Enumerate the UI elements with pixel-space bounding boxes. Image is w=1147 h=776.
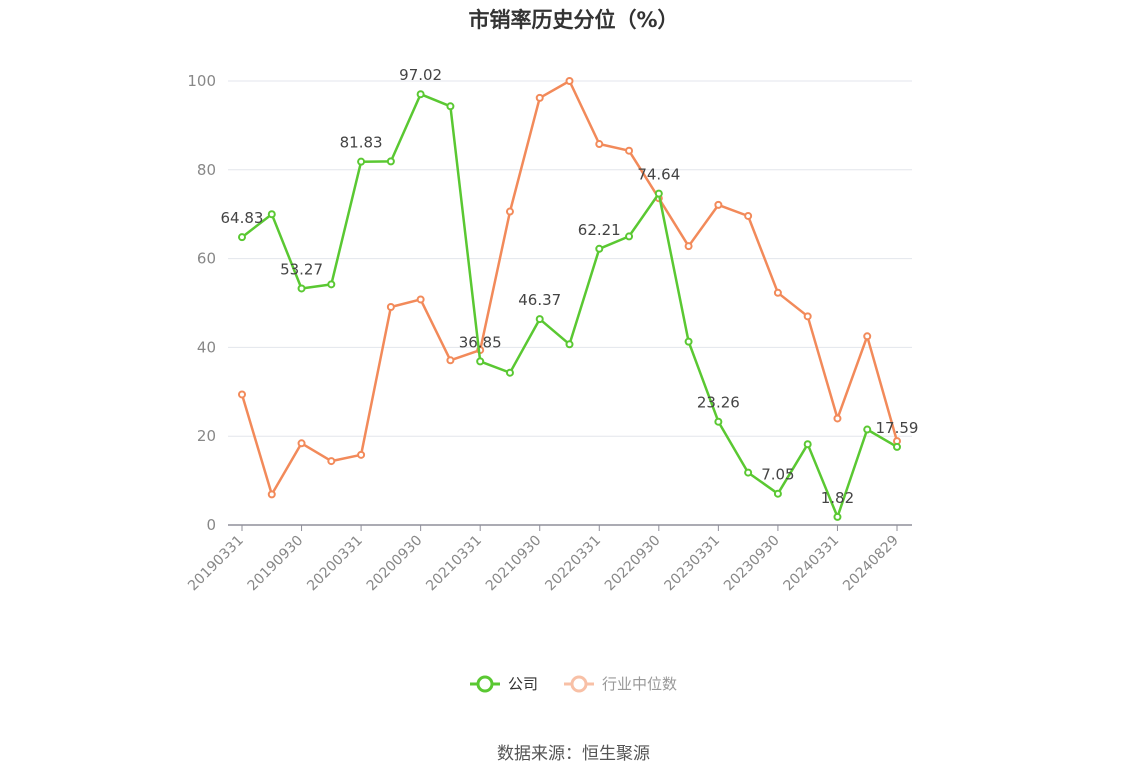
axes: 0 20 40 60 80 100 2019033120190930202003312020…: [185, 72, 912, 594]
data-point-company: [863, 425, 872, 434]
data-point-industry: [863, 332, 872, 341]
legend: 公司 行业中位数: [0, 673, 1147, 694]
data-point-company: [327, 280, 336, 289]
y-tick-label: 80: [197, 161, 216, 179]
data-point-industry: [773, 288, 782, 297]
data-point-industry: [714, 200, 723, 209]
data-point-industry: [386, 302, 395, 311]
legend-industry-marker-icon: [564, 675, 594, 692]
data-point-industry: [357, 450, 366, 459]
data-label: 36.85: [459, 333, 502, 351]
data-point-company: [625, 232, 634, 241]
data-label: 17.59: [876, 419, 919, 437]
data-label: 23.26: [697, 394, 740, 412]
data-point-company: [446, 102, 455, 111]
x-tick-label: 20200930: [364, 533, 426, 595]
data-label: 1.82: [821, 489, 854, 507]
data-point-industry: [238, 390, 246, 399]
y-tick-label: 0: [206, 516, 216, 534]
series: [238, 77, 901, 521]
y-tick-label: 20: [197, 427, 216, 445]
x-tick-label: 20240829: [840, 533, 902, 595]
legend-company-label: 公司: [507, 675, 538, 693]
x-tick-label: 20210331: [423, 533, 485, 595]
data-labels: 64.83 53.27 81.83 97.02 36.85 46.37 62.21 74.64…: [221, 66, 919, 507]
x-tick-label: 20210930: [483, 533, 545, 595]
legend-industry-label: 行业中位数: [602, 675, 678, 693]
chart-title: 市销率历史分位（%）: [468, 8, 679, 32]
data-label: 74.64: [637, 166, 680, 184]
legend-company-marker-icon: [469, 675, 500, 692]
source-note: 数据来源：恒生聚源: [497, 744, 650, 764]
x-tick-label: 20220331: [542, 533, 604, 595]
data-point-industry: [684, 242, 693, 251]
data-label: 53.27: [280, 260, 323, 278]
data-point-company: [505, 368, 514, 377]
y-tick-label: 60: [197, 250, 216, 268]
data-point-company: [833, 512, 842, 521]
data-point-company: [744, 468, 753, 477]
data-point-industry: [595, 140, 604, 149]
data-point-company: [476, 357, 485, 366]
data-point-industry: [267, 490, 276, 499]
data-point-industry: [744, 211, 753, 220]
x-tick-label: 20230331: [661, 533, 723, 595]
x-tick-label: 20190331: [185, 533, 247, 595]
data-point-company: [595, 244, 604, 253]
data-point-company: [714, 417, 723, 426]
data-point-company: [803, 440, 812, 449]
x-tick-label: 20230930: [721, 533, 783, 595]
data-point-company: [773, 489, 782, 498]
x-tick-label: 20190930: [245, 533, 307, 595]
data-label: 81.83: [340, 134, 383, 152]
data-point-company: [565, 340, 574, 349]
data-point-company: [238, 233, 246, 242]
data-point-industry: [505, 207, 514, 216]
data-point-company: [267, 210, 276, 219]
data-point-company: [893, 442, 901, 451]
data-point-company: [416, 90, 425, 99]
data-label: 64.83: [221, 209, 264, 227]
data-point-industry: [535, 93, 544, 102]
data-label: 62.21: [578, 221, 621, 239]
y-tick-label: 40: [197, 338, 216, 356]
data-point-industry: [446, 356, 455, 365]
data-point-company: [535, 315, 544, 324]
data-point-industry: [565, 77, 574, 85]
data-label: 7.05: [761, 466, 794, 484]
series-line-company: [241, 92, 898, 519]
data-point-industry: [833, 414, 842, 423]
data-point-industry: [803, 312, 812, 321]
data-point-company: [297, 284, 306, 293]
data-point-industry: [297, 439, 306, 448]
data-point-company: [357, 157, 366, 166]
legend-item-company[interactable]: 公司: [469, 673, 538, 694]
data-point-industry: [625, 146, 634, 155]
grid-lines: [228, 80, 912, 437]
data-point-company: [386, 157, 395, 166]
data-label: 46.37: [518, 291, 561, 309]
legend-item-industry[interactable]: 行业中位数: [564, 673, 677, 694]
x-tick-label: 20200331: [304, 533, 366, 595]
data-label: 97.02: [399, 66, 442, 84]
data-point-company: [654, 189, 663, 198]
data-point-company: [684, 337, 693, 346]
data-point-industry: [416, 295, 425, 304]
x-tick-label: 20220930: [602, 533, 664, 595]
y-tick-label: 100: [187, 72, 216, 90]
data-point-industry: [327, 457, 336, 466]
x-tick-label: 20240331: [781, 533, 843, 595]
